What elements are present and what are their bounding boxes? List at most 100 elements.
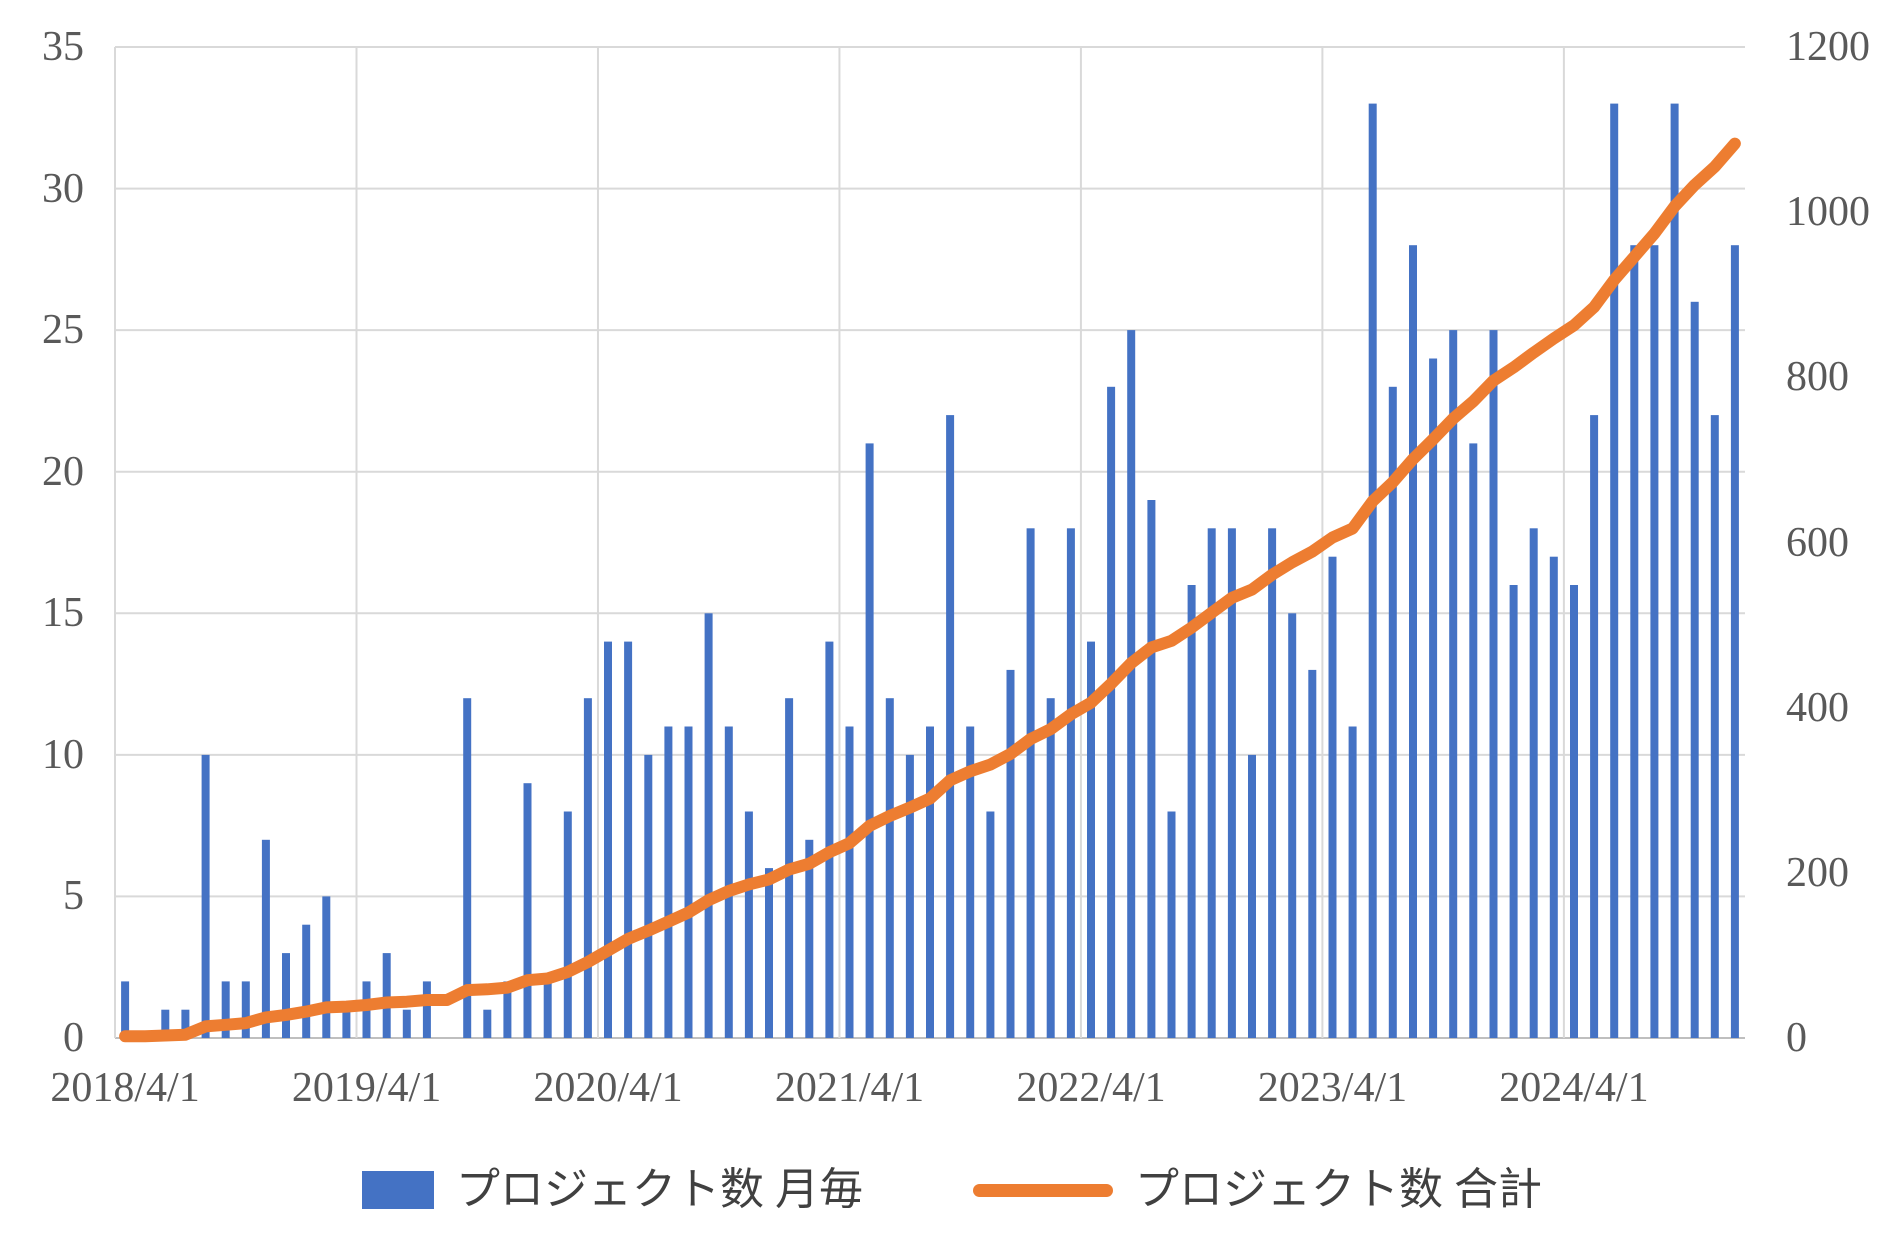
bar	[1449, 330, 1458, 1039]
cumulative-line	[119, 137, 1741, 1043]
bar	[1107, 386, 1116, 1038]
bar	[121, 981, 130, 1038]
bar	[563, 811, 572, 1038]
x-tick-label: 2020/4/1	[533, 1065, 683, 1111]
bar	[1610, 103, 1619, 1039]
bar	[1710, 415, 1719, 1039]
bar	[1227, 528, 1236, 1038]
bar	[664, 726, 673, 1038]
bar	[181, 1009, 190, 1038]
bar	[1529, 528, 1538, 1038]
bar	[1026, 528, 1035, 1038]
bar-series	[121, 103, 1739, 1039]
bar	[322, 896, 331, 1038]
bar	[523, 783, 532, 1038]
bar	[1650, 245, 1659, 1038]
bar	[1670, 103, 1679, 1039]
bar	[1590, 415, 1599, 1039]
bar	[402, 1009, 411, 1038]
bar	[1469, 443, 1478, 1038]
legend-item-monthly: プロジェクト数 月毎	[362, 1163, 863, 1217]
bar	[1730, 245, 1739, 1038]
bar	[161, 1009, 170, 1038]
y-left-tick-label: 25	[42, 307, 84, 354]
y-left-tick-label: 35	[42, 24, 84, 70]
x-tick-label: 2022/4/1	[1016, 1065, 1166, 1111]
legend: プロジェクト数 月毎 プロジェクト数 合計	[0, 1150, 1904, 1230]
bar	[422, 981, 431, 1038]
x-tick-label: 2018/4/1	[50, 1065, 200, 1111]
bar	[966, 726, 975, 1038]
bar	[724, 726, 733, 1038]
bar	[503, 981, 512, 1038]
bar	[1207, 528, 1216, 1038]
bar	[1388, 386, 1397, 1038]
legend-line-swatch	[973, 1183, 1113, 1197]
bar	[1046, 698, 1055, 1038]
y-right-tick-label: 600	[1786, 519, 1849, 566]
bar	[1368, 103, 1377, 1039]
bar	[1288, 613, 1297, 1038]
y-left-tick-label: 20	[42, 448, 84, 495]
bar	[624, 641, 633, 1038]
bar	[1348, 726, 1357, 1038]
y-left-tick-label: 5	[63, 873, 84, 920]
bar	[986, 811, 995, 1038]
y-right-tick-label: 800	[1786, 354, 1849, 401]
y-right-tick-label: 1000	[1786, 189, 1870, 236]
x-tick-label: 2021/4/1	[774, 1065, 925, 1111]
bar	[1006, 669, 1015, 1038]
bar	[382, 953, 391, 1038]
bar	[583, 698, 592, 1038]
bar	[1087, 641, 1095, 1038]
bar	[926, 726, 934, 1038]
bar	[1328, 556, 1337, 1038]
bar	[604, 641, 612, 1038]
bar	[1167, 811, 1176, 1038]
bar	[1147, 500, 1156, 1038]
bar	[302, 924, 311, 1038]
y-right-tick-label: 400	[1786, 684, 1849, 731]
bar	[1630, 245, 1639, 1038]
legend-label-total: プロジェクト数 合計	[1135, 1165, 1542, 1214]
y-right-tick-label: 200	[1786, 849, 1849, 896]
bar	[684, 726, 693, 1038]
bar	[483, 1009, 492, 1038]
bar	[241, 981, 250, 1038]
bar	[342, 1009, 351, 1038]
bar	[825, 641, 834, 1038]
bar	[1187, 585, 1196, 1038]
y-right-tick-label: 1200	[1786, 24, 1870, 70]
legend-item-total: プロジェクト数 合計	[973, 1163, 1542, 1217]
y-left-tick-label: 30	[42, 165, 84, 212]
bar	[865, 443, 874, 1038]
bar	[1549, 556, 1558, 1038]
bar	[644, 754, 653, 1038]
bar	[1690, 301, 1699, 1038]
bar	[946, 415, 955, 1039]
bar	[1489, 330, 1498, 1039]
bar	[1066, 528, 1075, 1038]
y-left-tick-label: 15	[42, 590, 84, 637]
x-tick-label: 2024/4/1	[1499, 1065, 1649, 1111]
bar	[201, 754, 210, 1038]
bar	[543, 981, 552, 1038]
bar	[463, 698, 472, 1038]
bar	[845, 726, 854, 1038]
x-tick-label: 2023/4/1	[1257, 1065, 1408, 1111]
x-tick-label: 2019/4/1	[291, 1065, 442, 1111]
line-series	[119, 137, 1741, 1043]
bar	[282, 953, 290, 1038]
bar	[261, 839, 270, 1038]
legend-bar-swatch	[362, 1171, 434, 1209]
bar	[704, 613, 713, 1038]
bar	[1268, 528, 1277, 1038]
y-left-tick-label: 10	[42, 731, 84, 778]
legend-label-monthly: プロジェクト数 月毎	[456, 1165, 863, 1214]
bar	[1409, 245, 1417, 1038]
bar	[805, 839, 814, 1038]
bar	[744, 811, 753, 1038]
bar	[221, 981, 230, 1038]
